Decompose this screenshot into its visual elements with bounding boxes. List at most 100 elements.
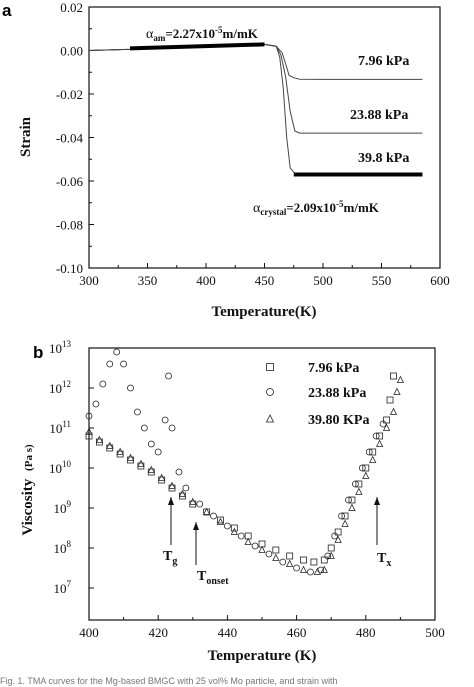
panel-a-ytick-label: -0.04 <box>56 131 84 146</box>
panel-a-ytick-label: -0.10 <box>56 261 83 276</box>
panel-b-point <box>313 567 322 575</box>
panel-b-point <box>113 348 121 356</box>
panel-a-series <box>88 42 423 177</box>
panel-b-point <box>379 420 387 428</box>
panel-b-legend-marker <box>266 363 274 371</box>
panel-b-point <box>116 447 124 455</box>
panel-b-point <box>168 424 176 432</box>
fit-label-subscript: crystal <box>260 207 286 217</box>
panel-b-point <box>92 400 100 408</box>
panel-b-point <box>165 372 172 380</box>
panel-b-point <box>286 552 294 560</box>
ytick-exponent: 7 <box>67 579 72 589</box>
panel-b-ytick-label: 109 <box>54 499 72 516</box>
panel-b-point <box>230 527 238 535</box>
fit-label-alpha: α <box>253 201 261 216</box>
panel-a-xtick-label: 400 <box>196 273 216 288</box>
panel-b-annotation-arrowhead <box>193 522 199 530</box>
panel-b-point <box>348 503 356 511</box>
panel-b-point <box>137 459 145 467</box>
panel-b-point <box>279 558 287 566</box>
panel-b-point <box>106 360 114 368</box>
panel-a-strain-chart: a 300 350 400 450 500 550 600 0.02 0.00 -0.02 -0.0… <box>2 0 450 320</box>
ytick-base: 10 <box>54 501 67 516</box>
panel-b-legend-marker <box>266 388 274 396</box>
panel-b-xtick-label: 500 <box>425 625 445 640</box>
panel-b-point <box>345 496 352 504</box>
panel-b-point <box>300 556 307 564</box>
panel-b-point <box>369 448 377 456</box>
panel-b-point <box>393 387 401 395</box>
panel-a-series-label: 7.96 kPa <box>358 54 409 69</box>
panel-a-series-label: 39.8 kPa <box>358 151 409 166</box>
panel-b-ytick-label: 1012 <box>49 379 71 396</box>
panel-b-annotation-g: Tg <box>163 549 177 567</box>
ytick-base: 10 <box>54 581 67 596</box>
panel-b-legend: 7.96 kPa 23.88 kPa 39.80 KPa <box>265 361 369 428</box>
panel-b-point <box>324 552 332 560</box>
ytick-exponent: 11 <box>62 419 71 429</box>
panel-b-point <box>265 550 273 558</box>
panel-b-legend-marker <box>265 414 275 423</box>
panel-b-point <box>341 519 349 527</box>
panel-a-ytick-label: -0.02 <box>56 87 83 102</box>
panel-b-point <box>390 372 397 380</box>
panel-b-point <box>272 553 280 561</box>
panel-b-point <box>154 448 162 456</box>
panel-b-letter: b <box>33 343 43 362</box>
panel-b-point <box>327 551 335 559</box>
panel-b-point <box>258 545 266 553</box>
panel-a-fit-line-0 <box>129 42 265 51</box>
panel-b-point <box>327 544 335 552</box>
ytick-base: 10 <box>54 541 67 556</box>
ytick-base: 10 <box>49 381 62 396</box>
fit-label-alpha: α <box>146 27 154 42</box>
panel-b-series-circle <box>85 348 387 576</box>
panel-b-xtick-label: 480 <box>356 625 376 640</box>
fit-label-unit: m/mK <box>223 26 259 41</box>
panel-b-ytick-label: 1010 <box>49 459 72 476</box>
panel-b-point <box>334 528 342 536</box>
panel-b-point <box>168 481 176 489</box>
panel-b-point <box>355 480 363 488</box>
figure-caption: Fig. 1. TMA curves for the Mg-based BMGC… <box>0 676 338 686</box>
panel-b-ylabel: Viscosity (Pa s) <box>20 444 36 536</box>
panel-b-series <box>85 348 405 576</box>
panel-b-point <box>217 516 224 524</box>
panel-b-point <box>375 439 384 447</box>
panel-b-point <box>127 384 134 392</box>
panel-b-point <box>120 360 127 368</box>
panel-b-point <box>134 408 141 416</box>
panel-b-ylabel-main: Viscosity <box>20 478 36 535</box>
panel-b-point <box>85 427 93 435</box>
panel-a-ytick-label: 0.02 <box>60 0 83 15</box>
panel-a-ticks: 300 350 400 450 500 550 600 0.02 0.00 -0.02 -0.04 -… <box>56 0 450 288</box>
panel-b-legend-label: 7.96 kPa <box>308 361 359 376</box>
panel-b-point <box>196 500 204 508</box>
panel-b-point <box>358 464 366 472</box>
panel-b-point <box>237 532 245 540</box>
annotation-subscript: g <box>172 556 177 567</box>
panel-b-point <box>386 396 394 404</box>
panel-b-point <box>338 512 345 520</box>
panel-b-annotation-arrowhead <box>168 497 174 505</box>
panel-b-point <box>341 512 349 520</box>
panel-a-xtick-label: 600 <box>430 273 450 288</box>
panel-b-ticks: 400 420 440 460 480 5001071081091010101110121… <box>49 339 445 640</box>
panel-a-xtick-label: 300 <box>79 273 99 288</box>
panel-b-annotation-arrowhead <box>374 497 380 505</box>
panel-b-point <box>299 565 308 573</box>
panel-a-ytick-label: -0.08 <box>56 218 83 233</box>
annotation-subscript: onset <box>206 576 229 587</box>
ytick-exponent: 8 <box>67 539 72 549</box>
panel-b-point <box>272 546 280 554</box>
panel-a-series-label: 23.88 kPa <box>350 108 408 123</box>
panel-b-ytick-label: 1011 <box>49 419 71 436</box>
panel-a-xtick-label: 500 <box>313 273 333 288</box>
ytick-base: 10 <box>49 421 62 436</box>
panel-b-point <box>189 497 197 505</box>
panel-b-ylabel-unit: (Pa s) <box>23 444 35 471</box>
panel-b-point <box>383 416 390 424</box>
